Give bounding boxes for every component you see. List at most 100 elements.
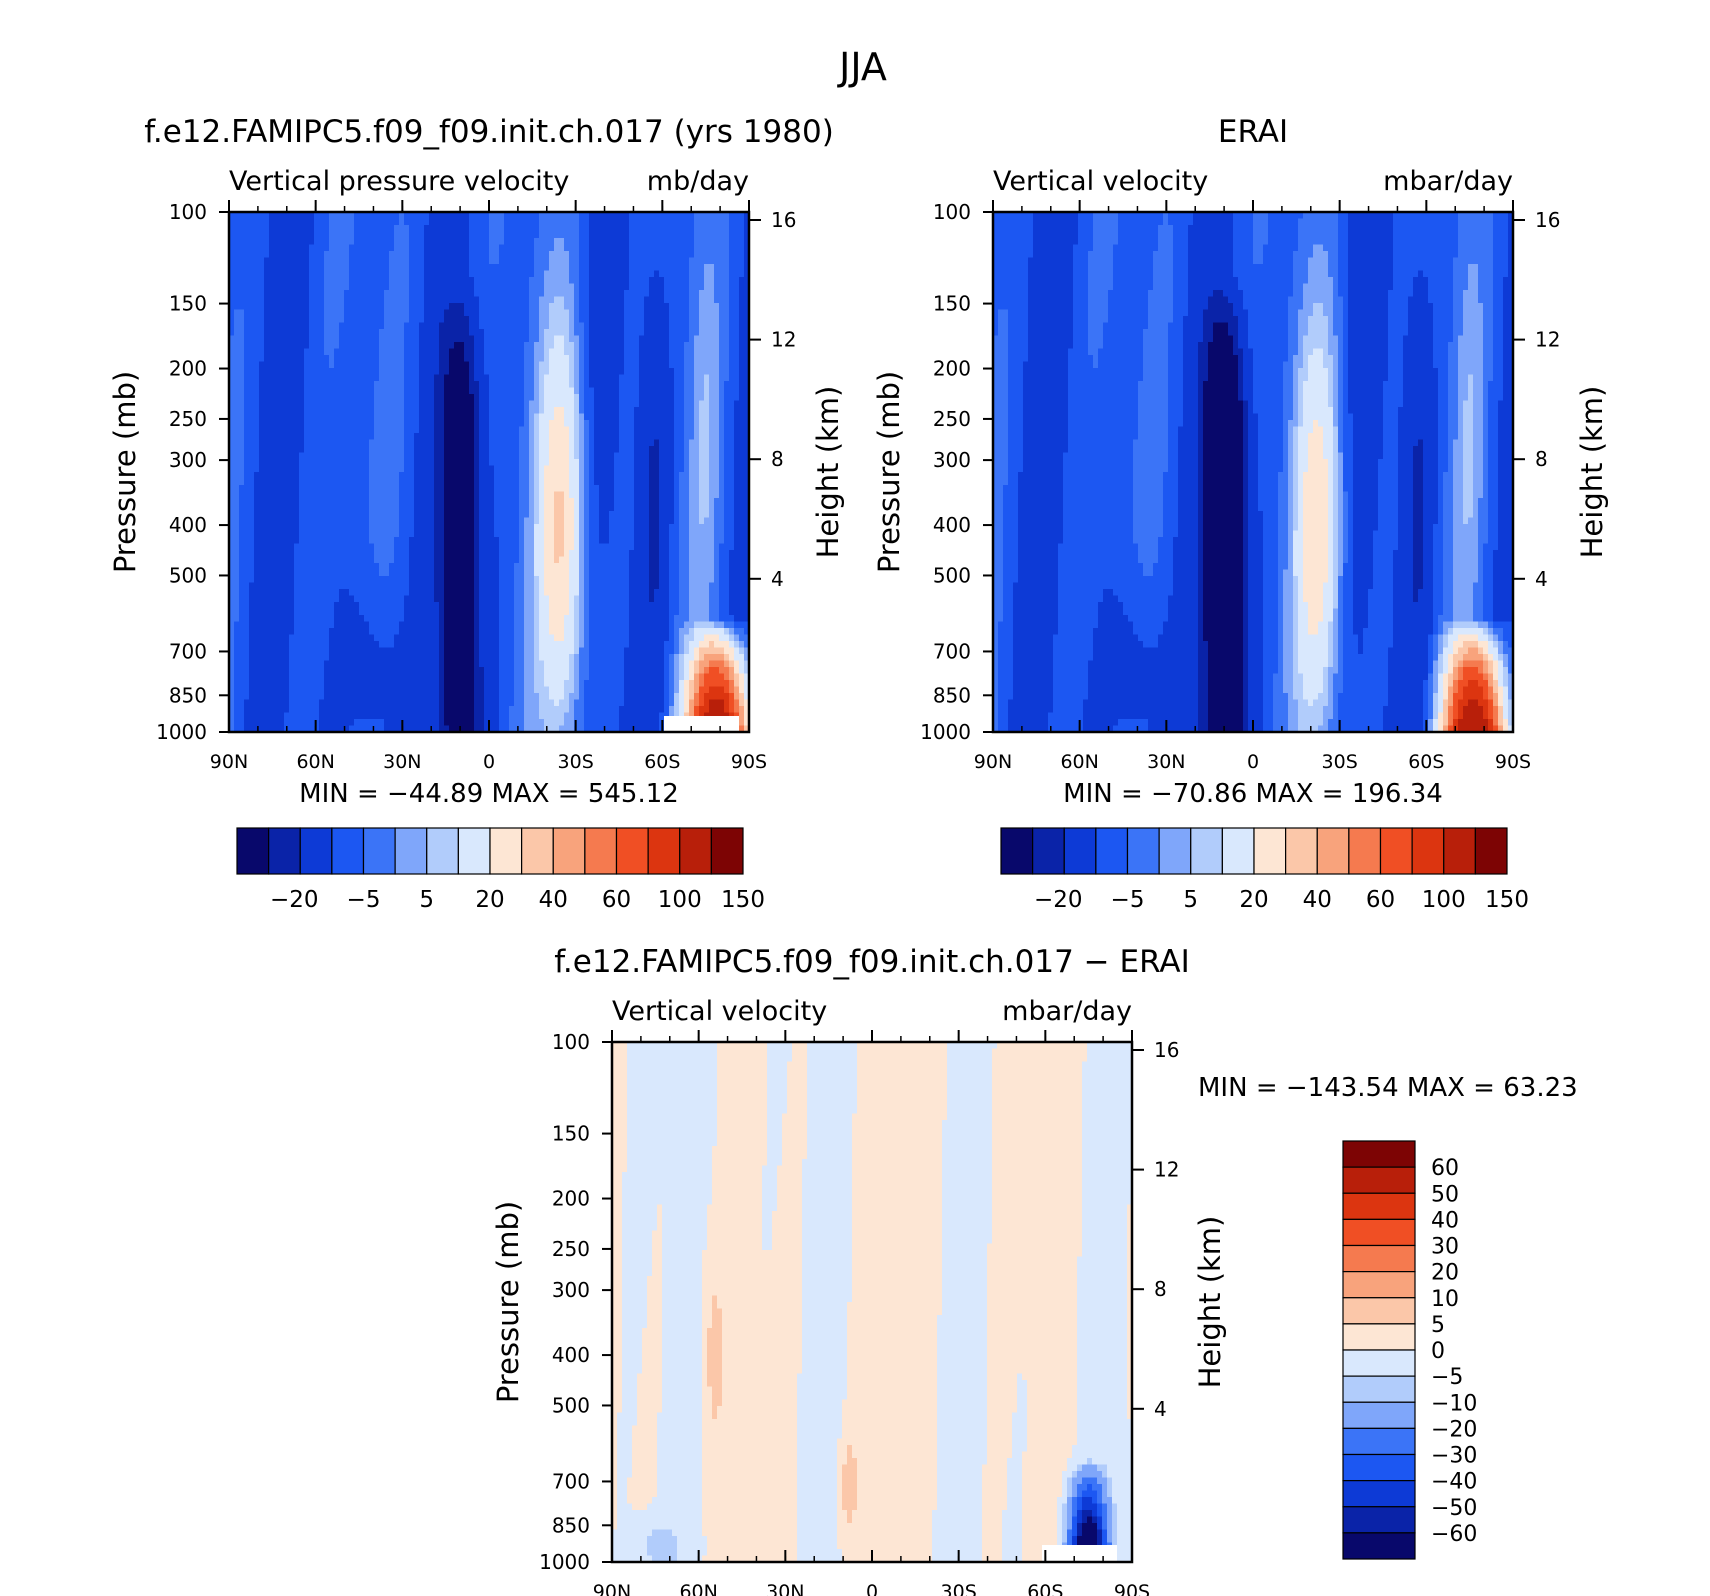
contour-cell (429, 257, 435, 265)
contour-cell (639, 413, 645, 421)
contour-cell (489, 511, 495, 519)
contour-cell (274, 355, 280, 363)
contour-cell (719, 485, 725, 493)
contour-cell (589, 225, 595, 233)
contour-cell (564, 504, 570, 512)
contour-cell (629, 329, 635, 337)
contour-cell (699, 225, 705, 233)
contour-cell (454, 381, 460, 389)
contour-cell (654, 368, 660, 376)
contour-cell (539, 329, 545, 337)
contour-cell (614, 498, 620, 506)
contour-cell (364, 368, 370, 376)
contour-cell (404, 270, 410, 278)
contour-cell (539, 277, 545, 285)
contour-cell (644, 218, 650, 226)
contour-cell (449, 433, 455, 441)
contour-cell (279, 420, 285, 428)
contour-cell (469, 413, 475, 421)
contour-cell (369, 387, 375, 395)
contour-cell (399, 511, 405, 519)
contour-cell (479, 309, 485, 317)
contour-cell (384, 504, 390, 512)
contour-cell (459, 283, 465, 291)
contour-cell (254, 283, 260, 291)
contour-cell (619, 459, 625, 467)
contour-cell (304, 459, 310, 467)
contour-cell (674, 225, 680, 233)
contour-cell (324, 394, 330, 402)
contour-cell (599, 374, 605, 382)
contour-cell (424, 407, 430, 415)
contour-cell (564, 257, 570, 265)
contour-cell (394, 504, 400, 512)
contour-cell (249, 270, 255, 278)
contour-cell (489, 225, 495, 233)
contour-cell (319, 426, 325, 434)
contour-cell (404, 329, 410, 337)
contour-cell (334, 290, 340, 298)
contour-cell (564, 368, 570, 376)
contour-cell (624, 303, 630, 311)
contour-cell (684, 283, 690, 291)
contour-cell (399, 283, 405, 291)
contour-cell (459, 251, 465, 259)
contour-cell (534, 225, 540, 233)
contour-cell (739, 439, 745, 447)
contour-cell (379, 387, 385, 395)
contour-cell (264, 303, 270, 311)
contour-cell (464, 413, 470, 421)
contour-cell (264, 361, 270, 369)
contour-cell (314, 303, 320, 311)
contour-cell (264, 381, 270, 389)
contour-cell (684, 231, 690, 239)
contour-cell (654, 257, 660, 265)
contour-cell (609, 290, 615, 298)
contour-cell (349, 303, 355, 311)
contour-cell (539, 322, 545, 330)
contour-cell (509, 472, 515, 480)
contour-cell (494, 504, 500, 512)
contour-cell (564, 420, 570, 428)
contour-cell (344, 342, 350, 350)
contour-cell (589, 387, 595, 395)
contour-cell (309, 257, 315, 265)
contour-cell (619, 244, 625, 252)
contour-cell (734, 381, 740, 389)
contour-cell (684, 446, 690, 454)
contour-cell (499, 270, 505, 278)
contour-cell (229, 218, 235, 226)
contour-cell (459, 225, 465, 233)
contour-cell (379, 485, 385, 493)
contour-cell (449, 439, 455, 447)
contour-cell (494, 283, 500, 291)
contour-cell (394, 452, 400, 460)
contour-cell (539, 452, 545, 460)
contour-cell (249, 446, 255, 454)
contour-cell (544, 459, 550, 467)
contour-cell (644, 329, 650, 337)
contour-cell (464, 498, 470, 506)
contour-cell (379, 465, 385, 473)
contour-cell (424, 225, 430, 233)
contour-cell (314, 322, 320, 330)
contour-cell (654, 212, 660, 220)
contour-cell (294, 342, 300, 350)
contour-cell (424, 322, 430, 330)
contour-cell (569, 270, 575, 278)
contour-cell (434, 335, 440, 343)
contour-cell (424, 452, 430, 460)
contour-cell (459, 452, 465, 460)
contour-cell (504, 329, 510, 337)
contour-cell (354, 244, 360, 252)
contour-cell (324, 400, 330, 408)
contour-cell (229, 485, 235, 493)
contour-cell (669, 342, 675, 350)
contour-cell (744, 381, 749, 389)
contour-cell (529, 296, 535, 304)
contour-cell (314, 478, 320, 486)
contour-cell (529, 485, 535, 493)
contour-cell (364, 420, 370, 428)
contour-cell (554, 446, 560, 454)
contour-cell (659, 212, 665, 220)
